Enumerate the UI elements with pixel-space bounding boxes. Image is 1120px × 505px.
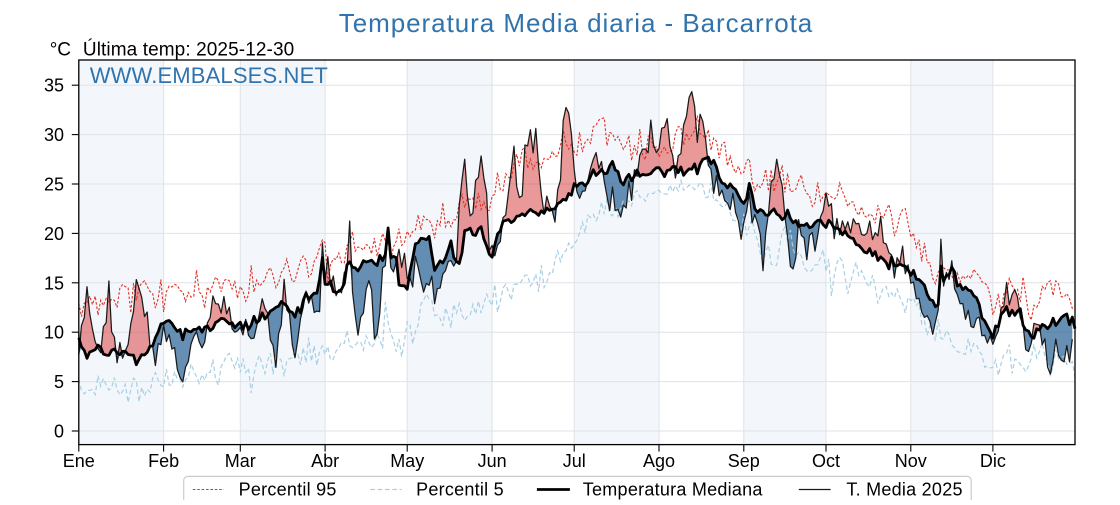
svg-text:Jun: Jun [478, 451, 507, 471]
svg-text:Oct: Oct [812, 451, 840, 471]
svg-text:Temperatura Media diaria - Bar: Temperatura Media diaria - Barcarrota [339, 8, 813, 38]
svg-text:Ene: Ene [63, 451, 95, 471]
svg-text:T. Media 2025: T. Media 2025 [846, 480, 962, 500]
svg-text:15: 15 [44, 273, 64, 293]
svg-text:Feb: Feb [148, 451, 179, 471]
svg-text:May: May [390, 451, 424, 471]
svg-text:0: 0 [54, 422, 64, 442]
svg-text:Sep: Sep [728, 451, 760, 471]
svg-text:Ago: Ago [643, 451, 675, 471]
svg-text:Mar: Mar [225, 451, 256, 471]
svg-text:Abr: Abr [311, 451, 339, 471]
svg-text:35: 35 [44, 76, 64, 96]
svg-text:Última temp: 2025-12-30: Última temp: 2025-12-30 [83, 38, 294, 60]
svg-text:25: 25 [44, 175, 64, 195]
svg-text:Dic: Dic [980, 451, 1006, 471]
svg-text:Percentil 5: Percentil 5 [416, 480, 504, 500]
svg-text:Temperatura Mediana: Temperatura Mediana [583, 480, 764, 500]
svg-text:Percentil 95: Percentil 95 [239, 480, 337, 500]
svg-text:5: 5 [54, 372, 64, 392]
svg-text:30: 30 [44, 125, 64, 145]
svg-text:°C: °C [50, 39, 71, 60]
svg-text:WWW.EMBALSES.NET: WWW.EMBALSES.NET [90, 63, 328, 88]
svg-text:20: 20 [44, 224, 64, 244]
svg-text:Jul: Jul [563, 451, 586, 471]
svg-text:10: 10 [44, 323, 64, 343]
svg-text:Nov: Nov [895, 451, 927, 471]
